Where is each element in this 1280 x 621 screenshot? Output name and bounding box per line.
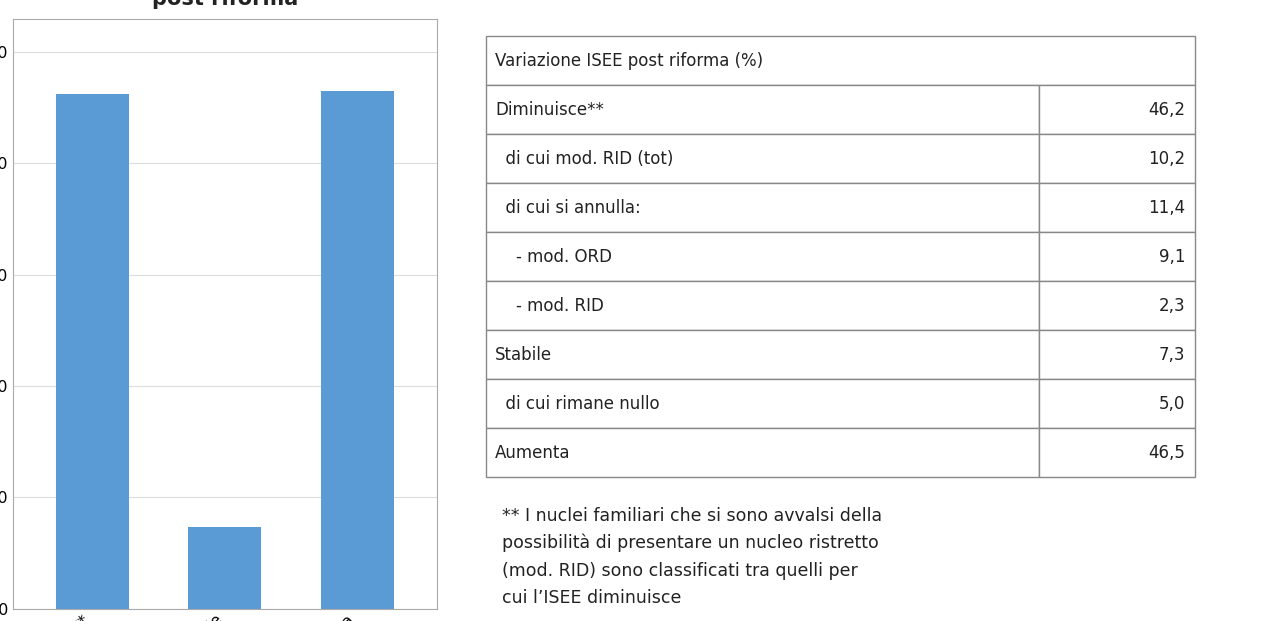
Text: 9,1: 9,1 bbox=[1158, 248, 1185, 266]
Bar bbox=[56, 94, 129, 609]
Text: 11,4: 11,4 bbox=[1148, 199, 1185, 217]
Bar bbox=[1038, 379, 1194, 428]
Bar bbox=[1038, 85, 1194, 134]
Bar bbox=[485, 232, 1038, 281]
Bar bbox=[485, 85, 1038, 134]
Bar bbox=[485, 37, 1194, 85]
Bar bbox=[485, 134, 1038, 183]
Text: di cui mod. RID (tot): di cui mod. RID (tot) bbox=[495, 150, 673, 168]
Text: 2,3: 2,3 bbox=[1158, 297, 1185, 315]
Text: - mod. ORD: - mod. ORD bbox=[495, 248, 612, 266]
Title: Variazioni ISEE
post riforma: Variazioni ISEE post riforma bbox=[137, 0, 312, 9]
Bar bbox=[485, 183, 1038, 232]
Bar bbox=[1038, 330, 1194, 379]
Text: 5,0: 5,0 bbox=[1158, 394, 1185, 412]
Text: Aumenta: Aumenta bbox=[495, 443, 571, 461]
Text: Variazione ISEE post riforma (%): Variazione ISEE post riforma (%) bbox=[495, 52, 763, 70]
Bar bbox=[1038, 232, 1194, 281]
Text: ** I nuclei familiari che si sono avvalsi della
possibilità di presentare un nuc: ** I nuclei familiari che si sono avvals… bbox=[502, 507, 882, 607]
Bar bbox=[321, 91, 394, 609]
Text: 10,2: 10,2 bbox=[1148, 150, 1185, 168]
Bar bbox=[485, 379, 1038, 428]
Bar bbox=[485, 330, 1038, 379]
Bar bbox=[1038, 183, 1194, 232]
Text: 46,2: 46,2 bbox=[1148, 101, 1185, 119]
Bar bbox=[188, 527, 261, 609]
Text: Stabile: Stabile bbox=[495, 346, 553, 364]
Text: - mod. RID: - mod. RID bbox=[495, 297, 604, 315]
Bar bbox=[1038, 134, 1194, 183]
Text: 7,3: 7,3 bbox=[1158, 346, 1185, 364]
Bar bbox=[1038, 428, 1194, 477]
Text: 46,5: 46,5 bbox=[1148, 443, 1185, 461]
Bar bbox=[485, 428, 1038, 477]
Bar bbox=[485, 281, 1038, 330]
Text: di cui rimane nullo: di cui rimane nullo bbox=[495, 394, 660, 412]
Text: di cui si annulla:: di cui si annulla: bbox=[495, 199, 641, 217]
Text: Diminuisce**: Diminuisce** bbox=[495, 101, 604, 119]
Bar bbox=[1038, 281, 1194, 330]
